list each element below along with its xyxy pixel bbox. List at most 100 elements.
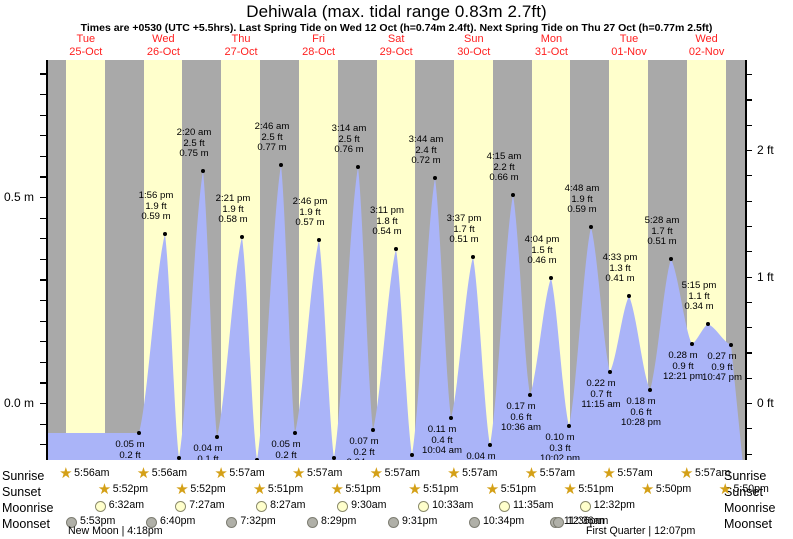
tide-line-2: 2.4 ft bbox=[415, 144, 437, 156]
tide-point-marker bbox=[668, 256, 674, 262]
tide-label-h6: 3:14 am 2.5 ft 0.76 m bbox=[312, 123, 386, 156]
tide-line-2: 1.1 ft bbox=[688, 290, 710, 302]
astro-time: 12:32pm bbox=[593, 499, 635, 511]
astro-time: 5:50pm bbox=[655, 483, 692, 495]
y-tick-left bbox=[40, 423, 46, 425]
sun-star-icon: ★ bbox=[369, 465, 384, 482]
tide-label-h3: 2:21 pm 1.9 ft 0.58 m bbox=[196, 193, 270, 226]
tide-line-3: 10:47 pm bbox=[701, 372, 742, 384]
tide-label-l1: 0.05 m0.2 ft8:08 am bbox=[93, 439, 167, 460]
tide-line-2: 1.9 ft bbox=[145, 200, 167, 212]
day-of-week: Mon bbox=[540, 33, 563, 45]
tide-line-1: 3:14 am bbox=[331, 123, 367, 134]
tide-label-h2: 2:20 am 2.5 ft 0.75 m bbox=[157, 127, 231, 160]
y-axis-label-1ft: 1 ft bbox=[757, 270, 774, 284]
astro-time: 5:57am bbox=[384, 467, 420, 479]
day-of-week: Fri bbox=[312, 33, 325, 45]
y-tick-right bbox=[746, 327, 752, 329]
tide-line-3: 0.41 m bbox=[605, 273, 635, 285]
sun-star-icon: ★ bbox=[408, 481, 422, 498]
tide-point-marker bbox=[432, 175, 438, 181]
astro-time: 9:31pm bbox=[402, 515, 438, 527]
y-axis-label-0.0m: 0.0 m bbox=[3, 396, 34, 410]
y-tick-right bbox=[746, 200, 752, 202]
moon-phase-name: First Quarter bbox=[586, 525, 646, 537]
chart-subtitle: Times are +0530 (UTC +5.5hrs). Last Spri… bbox=[80, 22, 713, 34]
moonset-circle-icon bbox=[468, 516, 480, 528]
y-tick-left bbox=[40, 341, 46, 343]
tide-line-3: 0.51 m bbox=[647, 236, 677, 248]
day-header-27-oct: Thu 27-Oct bbox=[203, 33, 279, 58]
tide-point-marker bbox=[355, 164, 361, 170]
tide-line-1: 3:11 pm bbox=[370, 205, 404, 216]
tide-line-2: 1.9 ft bbox=[222, 203, 244, 215]
tide-label-h11: 4:04 pm 1.5 ft 0.46 m bbox=[505, 234, 579, 267]
sun-star-icon: ★ bbox=[291, 465, 306, 482]
tide-line-2: 0.6 ft bbox=[630, 406, 652, 418]
moon-phase-time: | 12:07pm bbox=[645, 525, 696, 537]
tide-point-marker bbox=[162, 231, 168, 237]
tide-line-1: 4:33 pm bbox=[602, 252, 638, 263]
tide-point-marker bbox=[487, 442, 493, 448]
sun-star-icon: ★ bbox=[59, 465, 73, 482]
astro-time: 5:57am bbox=[306, 467, 343, 479]
y-tick-right bbox=[746, 428, 752, 430]
y-tick-right bbox=[746, 453, 752, 455]
sunrise-row-label-right: Sunrise bbox=[724, 469, 767, 483]
tide-line-2: 1.8 ft bbox=[376, 215, 398, 227]
tide-plot[interactable]: 1:56 pm 1.9 ft 0.59 m 2:20 am 2.5 ft 0.75 m 2:… bbox=[47, 60, 746, 460]
day-header-31-oct: Mon 31-Oct bbox=[513, 33, 589, 58]
moonset-circle-icon bbox=[553, 516, 565, 528]
sun-star-icon: ★ bbox=[524, 465, 539, 482]
moonset-circle-icon bbox=[226, 516, 238, 528]
tide-point-marker bbox=[510, 192, 516, 198]
y-axis-right-line bbox=[745, 60, 747, 460]
tide-line-1: 2:46 am bbox=[254, 121, 290, 132]
tide-line-1: 5:15 pm bbox=[681, 280, 717, 291]
tide-line-1: 5:28 am bbox=[644, 215, 680, 226]
sun-star-icon: ★ bbox=[563, 481, 577, 498]
moonrise-circle-icon bbox=[337, 500, 349, 512]
tide-line-3: 0.75 m bbox=[179, 148, 209, 160]
tide-point-marker bbox=[647, 387, 653, 393]
astro-time: 5:53pm bbox=[79, 515, 116, 527]
y-tick-left bbox=[40, 94, 46, 96]
tide-label-h13: 4:33 pm 1.3 ft 0.41 m bbox=[583, 252, 657, 285]
tide-line-1: 1:56 pm bbox=[138, 190, 174, 201]
astro-time: 8:27am bbox=[270, 499, 306, 511]
y-tick-right bbox=[746, 301, 752, 303]
sun-star-icon: ★ bbox=[214, 465, 228, 482]
sun-star-icon: ★ bbox=[447, 465, 461, 482]
tide-line-2: 0.9 ft bbox=[711, 361, 733, 373]
sun-star-icon: ★ bbox=[679, 465, 694, 482]
astro-time: 10:33am bbox=[432, 499, 474, 511]
tide-label-h5: 2:46 pm 1.9 ft 0.57 m bbox=[273, 196, 347, 229]
moonset-circle-icon bbox=[145, 516, 157, 528]
moonset-row-label-right: Moonset bbox=[724, 517, 772, 531]
tide-line-3: 0.34 m bbox=[684, 301, 714, 313]
astro-time: 5:57am bbox=[694, 467, 731, 479]
tide-line-3: 11:15 am bbox=[581, 399, 621, 411]
tide-label-h12: 4:48 am 1.9 ft 0.59 m bbox=[545, 183, 619, 216]
astro-time: 5:57am bbox=[462, 467, 498, 479]
tide-label-h4: 2:46 am 2.5 ft 0.77 m bbox=[235, 121, 309, 154]
y-tick-left bbox=[40, 155, 46, 157]
day-of-week: Thu bbox=[231, 33, 251, 45]
tide-line-3: 0.57 m bbox=[295, 217, 325, 229]
tide-line-3: 0.66 m bbox=[489, 172, 519, 184]
y-tick-right bbox=[746, 276, 752, 278]
tide-line-2: 0.3 ft bbox=[549, 442, 571, 454]
moonrise-circle-icon bbox=[175, 500, 187, 512]
tide-point-marker bbox=[136, 430, 142, 436]
tide-label-l10: 0.04 m0.1 ft9:36 pm bbox=[444, 451, 518, 460]
tide-line-1: 3:37 pm bbox=[446, 213, 482, 224]
astro-time: 6:40pm bbox=[159, 515, 196, 527]
tide-line-3: 0.51 m bbox=[449, 234, 479, 246]
tide-point-marker bbox=[214, 434, 220, 440]
day-date: 02-Nov bbox=[688, 45, 725, 58]
tide-line-3: 10:36 am bbox=[500, 422, 541, 434]
tide-point-marker bbox=[689, 341, 695, 347]
astro-time: 8:29pm bbox=[320, 515, 357, 527]
tide-line-1: 3:44 am bbox=[408, 134, 444, 145]
y-tick-right bbox=[746, 99, 752, 101]
